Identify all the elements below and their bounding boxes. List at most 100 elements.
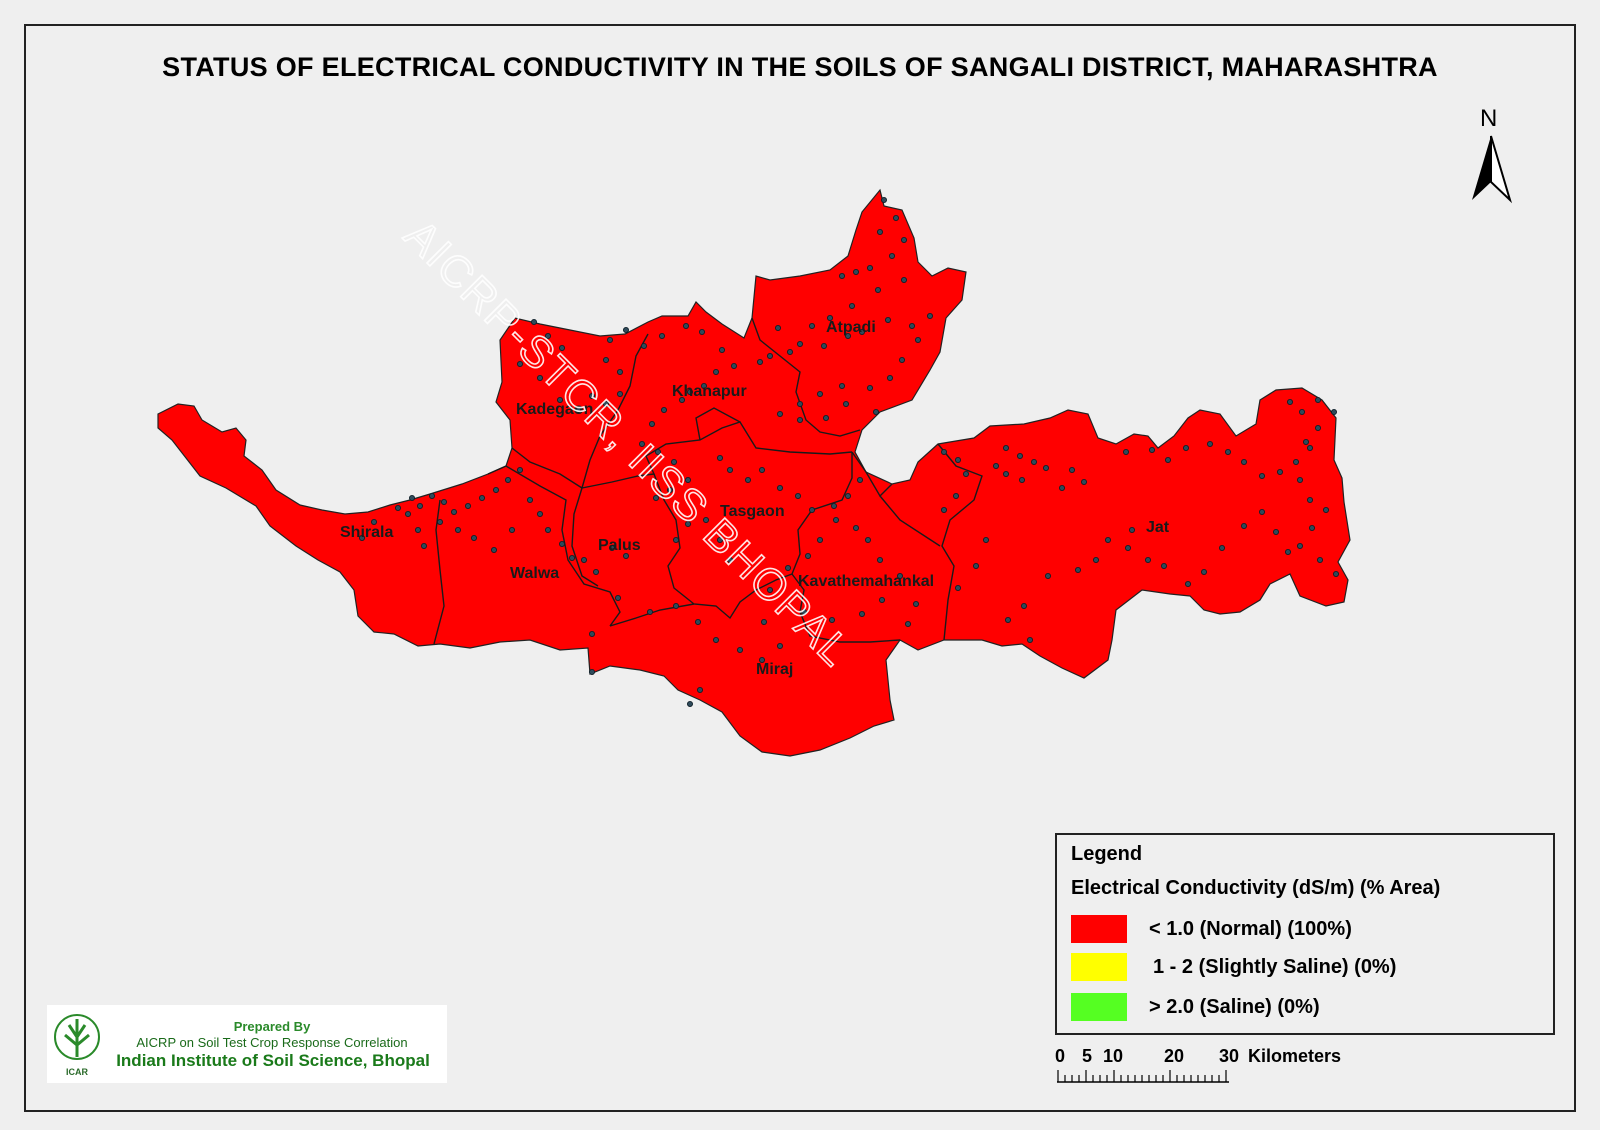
sample-point bbox=[1241, 523, 1248, 530]
sample-point bbox=[717, 454, 724, 461]
sample-point bbox=[775, 324, 782, 331]
sample-point bbox=[1165, 456, 1172, 463]
credits-box: ICAR Prepared By AICRP on Soil Test Crop… bbox=[47, 1005, 447, 1083]
sample-point bbox=[659, 332, 666, 339]
sample-point bbox=[831, 502, 838, 509]
sample-point bbox=[436, 519, 443, 526]
sample-point bbox=[915, 336, 922, 343]
sample-point bbox=[404, 510, 411, 517]
sample-point bbox=[685, 521, 692, 528]
sample-point bbox=[699, 328, 706, 335]
sample-point bbox=[647, 609, 654, 616]
sample-point bbox=[478, 494, 485, 501]
sample-point bbox=[695, 619, 702, 626]
sample-point bbox=[1307, 496, 1314, 503]
map-title: STATUS OF ELECTRICAL CONDUCTIVITY IN THE… bbox=[162, 52, 1438, 82]
north-arrow-icon bbox=[1472, 136, 1491, 200]
sample-point bbox=[609, 545, 616, 552]
sample-point bbox=[450, 508, 457, 515]
taluka-label: Shirala bbox=[340, 524, 393, 541]
sample-point bbox=[370, 519, 377, 526]
sample-point bbox=[1027, 637, 1034, 644]
sample-point bbox=[759, 466, 766, 473]
sample-point bbox=[797, 400, 804, 407]
sample-point bbox=[414, 527, 421, 534]
sample-point bbox=[777, 643, 784, 650]
scale-ticks-graphic bbox=[1057, 1070, 1229, 1083]
sample-point bbox=[1183, 444, 1190, 451]
sample-point bbox=[817, 537, 824, 544]
sample-point bbox=[1021, 603, 1028, 610]
sample-point bbox=[843, 400, 850, 407]
sample-point bbox=[787, 348, 794, 355]
sample-point bbox=[849, 302, 856, 309]
sample-point bbox=[589, 669, 596, 676]
sample-point bbox=[845, 332, 852, 339]
sample-point bbox=[1003, 470, 1010, 477]
sample-point bbox=[701, 382, 708, 389]
sample-point bbox=[973, 563, 980, 570]
sample-point bbox=[875, 286, 882, 293]
sample-point bbox=[897, 573, 904, 580]
sample-point bbox=[569, 555, 576, 562]
taluka-label: Miraj bbox=[756, 661, 793, 678]
sample-point bbox=[517, 360, 524, 367]
sample-point bbox=[1017, 452, 1024, 459]
sample-point bbox=[719, 346, 726, 353]
sample-point bbox=[1297, 543, 1304, 550]
sample-point bbox=[603, 356, 610, 363]
legend-swatch-saline bbox=[1071, 993, 1127, 1021]
sample-point bbox=[490, 547, 497, 554]
sample-point bbox=[1331, 408, 1338, 415]
scale-tick-label: 30 bbox=[1219, 1046, 1240, 1066]
sample-point bbox=[859, 328, 866, 335]
sample-point bbox=[545, 527, 552, 534]
scale-tick-label: 5 bbox=[1082, 1046, 1093, 1066]
sample-point bbox=[1299, 408, 1306, 415]
sample-point bbox=[508, 527, 515, 534]
sample-point bbox=[1161, 563, 1168, 570]
sample-point bbox=[545, 332, 552, 339]
legend-label: 1 - 2 (Slightly Saline) (0%) bbox=[1153, 956, 1397, 978]
sample-point bbox=[1125, 545, 1132, 552]
sample-point bbox=[1043, 464, 1050, 471]
sample-point bbox=[623, 553, 630, 560]
sample-point bbox=[559, 541, 566, 548]
credits-project: AICRP on Soil Test Crop Response Correla… bbox=[136, 1035, 408, 1050]
sample-point bbox=[1277, 468, 1284, 475]
sample-point bbox=[641, 342, 648, 349]
sample-point bbox=[667, 486, 674, 493]
sample-point bbox=[1069, 466, 1076, 473]
sample-point bbox=[823, 414, 830, 421]
sample-point bbox=[759, 657, 766, 664]
sample-point bbox=[1045, 573, 1052, 580]
sample-point bbox=[531, 318, 538, 325]
sample-point bbox=[575, 406, 582, 413]
sample-point bbox=[639, 440, 646, 447]
sample-point bbox=[685, 476, 692, 483]
sample-point bbox=[993, 462, 1000, 469]
legend-swatch-slightly-saline bbox=[1071, 953, 1127, 981]
sample-point bbox=[927, 312, 934, 319]
sample-point bbox=[809, 322, 816, 329]
district-area bbox=[157, 188, 1351, 757]
sample-point bbox=[821, 342, 828, 349]
taluka-labels: Atpadi Khanapur Kadegaon Shirala Walwa P… bbox=[340, 319, 1170, 678]
sample-point bbox=[983, 537, 990, 544]
sample-point bbox=[617, 368, 624, 375]
sample-point bbox=[1105, 537, 1112, 544]
scale-tick-label: 10 bbox=[1103, 1046, 1124, 1066]
sample-point bbox=[440, 498, 447, 505]
north-arrow: N bbox=[1466, 102, 1516, 212]
sample-point bbox=[1129, 527, 1136, 534]
sample-point bbox=[867, 264, 874, 271]
sample-point bbox=[817, 390, 824, 397]
sample-point bbox=[797, 340, 804, 347]
sample-point bbox=[1005, 617, 1012, 624]
sample-point bbox=[893, 214, 900, 221]
sample-point bbox=[1333, 571, 1340, 578]
sample-point bbox=[492, 486, 499, 493]
legend-label: > 2.0 (Saline) (0%) bbox=[1149, 996, 1320, 1018]
sample-point bbox=[1031, 458, 1038, 465]
